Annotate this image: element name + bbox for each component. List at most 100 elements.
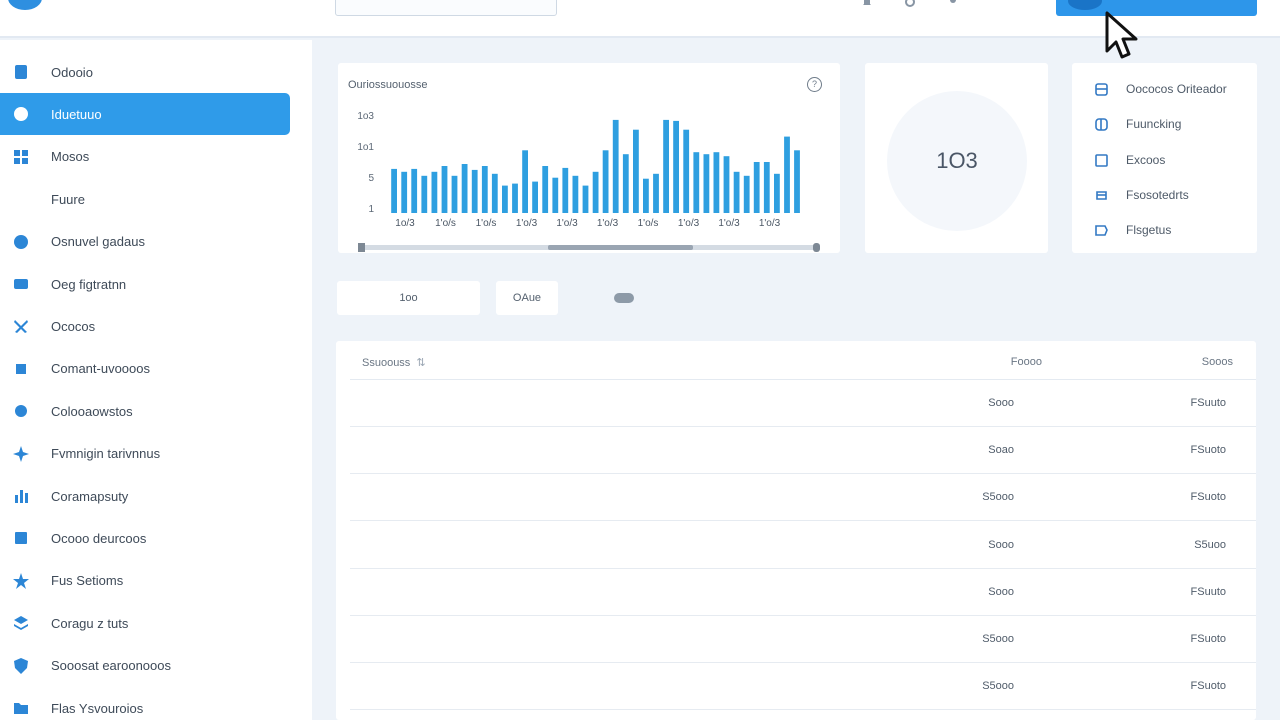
top-bar [0,0,1280,38]
cloud-filter-button[interactable] [592,281,655,315]
info-icon[interactable]: ? [807,77,822,92]
column-header[interactable]: Ssuoouss ⇅ [362,356,426,369]
table-cell: FSuuto [1190,397,1226,409]
chart-bar [693,152,700,213]
sidebar-item-12[interactable]: Ocooo deurcoos [0,517,290,559]
chart-bar [441,166,448,213]
filter-chip[interactable]: 1oo [337,281,480,315]
table-cell: S5uoo [1194,538,1226,551]
quick-link[interactable]: Flsgetus [1072,218,1257,244]
range-slider-handle [358,243,365,252]
table-row[interactable]: Soao FSuoto [350,427,1256,475]
sidebar-item-label: Fuure [51,191,85,207]
table-cell: S5ooo [982,680,1014,693]
filter-chip-label: OAue [512,292,542,304]
settings-icon[interactable] [903,0,917,8]
layers-icon [12,614,30,632]
sidebar-item-label: Colooaowstos [51,403,133,419]
app-logo[interactable] [8,0,42,10]
chart-bar [391,168,397,213]
sidebar-item-9[interactable]: Colooaowstos [0,390,290,432]
sidebar-item-7[interactable]: Ococos [0,305,290,347]
chart-bar [582,185,589,213]
x-axis-tick-label: 1'o/3 [759,218,781,229]
data-table: Ssuoouss ⇅ Foooo Sooos Sooo FSuuto Soao FSuo… [336,341,1256,720]
sidebar-item-2[interactable]: Iduetuuo [0,93,290,136]
table-cell: FSuoto [1190,633,1226,645]
tag-icon [1094,223,1109,238]
search-input[interactable] [335,0,557,16]
sidebar-item-10[interactable]: Fvmnigin tarivnnus [0,433,290,475]
x-axis-tick-label: 1'o/3 [597,218,619,229]
sidebar-item-13[interactable]: Fus Setioms [0,560,290,602]
chart-bar [512,183,518,213]
sort-icon[interactable]: ⇅ [416,357,426,369]
x-axis-tick-label: 1'o/3 [516,218,538,229]
refresh-icon [1094,188,1109,203]
filter-chip[interactable]: OAue [496,281,558,315]
sidebar-item-label: Coragu z tuts [51,615,129,631]
sidebar-item-label: Mosos [51,149,90,165]
user-icon[interactable] [946,0,960,8]
sidebar-item-4[interactable]: Fuure [0,178,290,220]
cloud-icon [613,293,634,303]
grid-icon [1094,82,1109,97]
chart-bar [481,166,488,213]
y-axis-tick-label: 1 [368,204,374,215]
sidebar-item-6[interactable]: Oeg figtratnn [0,263,290,305]
table-row[interactable]: S5ooo FSuoto [350,663,1256,711]
x-axis-tick-label: 1'o/s [638,218,659,229]
globe-icon [12,233,30,251]
chart-bar [703,154,710,213]
dashboard-icon [12,105,30,123]
quick-link-label: Oococos Oriteador [1126,82,1227,96]
table-cell: FSuoto [1190,680,1226,693]
sidebar-item-label: Flas Ysvouroios [51,700,144,716]
bell-icon[interactable] [860,0,874,8]
document-icon [12,63,30,81]
table-row[interactable]: Sooo S5uoo [350,522,1256,569]
quick-link[interactable]: Oococos Oriteador [1072,77,1257,103]
chart-bar [592,171,599,213]
quick-link[interactable]: Fuuncking [1072,112,1257,138]
column-header[interactable]: Sooos [1201,356,1233,368]
sidebar-item-3[interactable]: Mosos [0,136,290,178]
sidebar-item-11[interactable]: Coramapsuty [0,475,290,517]
bar-chart: 1o3 1o1 5 1 1o/3 1'o/s 1'o/s 1'o/3 1'o/3 1'o/3 1'o… [357,111,820,252]
chart-bar [552,177,559,213]
x-axis-tick-label: 1o/3 [395,218,415,229]
chart-bar [622,154,629,213]
sidebar-item-16[interactable]: Flas Ysvouroios [0,687,290,720]
table-cell: Sooo [988,585,1014,598]
sidebar-item-8[interactable]: Comant-uvoooos [0,348,290,390]
table-row[interactable]: Sooo FSuuto [350,380,1256,427]
chart-bar [713,152,720,213]
table-row[interactable]: Sooo FSuuto [350,569,1256,616]
column-header[interactable]: Foooo [1010,356,1042,368]
chart-bar [753,162,760,213]
chart-bar [542,166,549,213]
quick-link[interactable]: Excoos [1072,148,1257,174]
table-row[interactable]: S5ooo FSuoto [350,474,1256,522]
chart-bar [643,178,649,213]
sidebar-item-1[interactable]: Odooio [0,51,290,93]
sidebar-item-15[interactable]: Sooosat earoonooos [0,645,290,687]
sidebar-item-14[interactable]: Coragu z tuts [0,602,290,644]
chart-bar [562,167,569,213]
table-row[interactable]: S5ooo FSuoto [350,616,1256,663]
chart-bar [673,120,679,213]
profile-button[interactable] [1056,0,1257,16]
sidebar-item-5[interactable]: Osnuvel gadaus [0,221,290,263]
folder-icon [12,699,30,717]
star-icon [12,572,30,590]
chart-bar [774,173,780,213]
chart-bar [784,136,790,213]
chart-bar [572,175,579,213]
sidebar-item-label: Oeg figtratnn [51,276,127,292]
quick-link[interactable]: Fsosotedrts [1072,183,1257,209]
chart-bar [723,156,730,213]
chart-bar [471,169,478,213]
quick-link-label: Flsgetus [1126,223,1172,238]
gear-icon [12,402,30,420]
sidebar-item-label: Osnuvel gadaus [51,234,145,250]
